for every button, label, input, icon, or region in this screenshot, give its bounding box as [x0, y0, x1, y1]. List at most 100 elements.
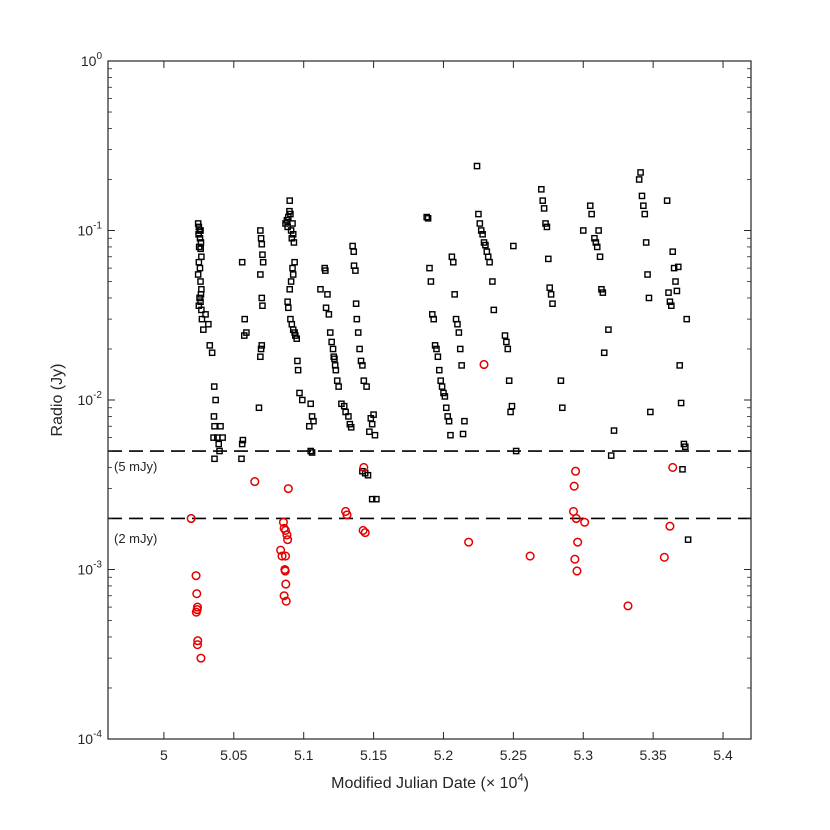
- data-point-square: [325, 311, 333, 318]
- data-point-square: [504, 345, 512, 353]
- data-point-circle: [464, 537, 474, 547]
- data-point-square: [284, 223, 291, 231]
- x-tick-label: 5.35: [640, 747, 667, 763]
- reference-lines: [108, 450, 751, 520]
- data-point-square: [600, 349, 608, 357]
- data-point-square: [669, 248, 677, 255]
- data-point-square: [549, 300, 556, 307]
- data-point-square: [289, 230, 297, 238]
- data-point-square: [545, 255, 552, 263]
- data-point-circle: [192, 589, 202, 599]
- data-point-square: [445, 417, 453, 425]
- data-point-circle: [623, 601, 633, 611]
- data-point-square: [211, 455, 218, 463]
- data-point-square: [284, 298, 291, 306]
- y-axis-title: Radio (Jy): [49, 364, 66, 437]
- data-point-square: [449, 258, 457, 266]
- data-point-square: [451, 291, 458, 298]
- data-point-square: [542, 220, 549, 227]
- data-point-square: [198, 306, 205, 314]
- data-point-square: [588, 210, 595, 218]
- data-point-square: [211, 422, 218, 430]
- data-point-square: [371, 431, 379, 439]
- data-point-square: [238, 440, 246, 448]
- data-point-square: [644, 271, 651, 278]
- data-point-square: [258, 294, 266, 302]
- data-point-circle: [277, 551, 287, 561]
- data-point-square: [196, 234, 204, 242]
- x-tick-label: 5: [160, 747, 168, 763]
- x-tick-label: 5.2: [434, 747, 454, 763]
- data-point-circle: [193, 636, 203, 646]
- data-point-square: [200, 326, 207, 333]
- data-point-circle: [360, 528, 370, 538]
- data-point-square: [357, 357, 365, 365]
- data-point-circle: [250, 477, 260, 487]
- data-point-circle: [569, 481, 579, 491]
- data-point-square: [196, 264, 204, 272]
- data-point-square: [259, 258, 267, 266]
- data-point-square: [424, 215, 432, 222]
- data-point-square: [352, 300, 360, 307]
- data-point-square: [684, 536, 692, 543]
- data-point-square: [679, 466, 686, 473]
- data-point-circle: [276, 545, 286, 555]
- data-point-square: [287, 210, 294, 218]
- data-point-square: [345, 413, 352, 420]
- data-point-square: [557, 377, 565, 384]
- data-point-square: [675, 263, 682, 271]
- data-point-circle: [281, 579, 291, 589]
- data-point-square: [610, 427, 618, 434]
- data-point-square: [290, 239, 298, 246]
- x-tick-label: 5.3: [574, 747, 594, 763]
- data-point-square: [427, 278, 435, 285]
- data-point-square: [596, 253, 604, 261]
- data-point-square: [642, 239, 650, 246]
- data-point-circle: [359, 462, 369, 473]
- data-point-square: [489, 278, 496, 285]
- data-point-square: [539, 197, 547, 204]
- x-axis-title-close: ): [524, 775, 529, 792]
- data-point-square: [482, 241, 489, 249]
- data-point-square: [289, 264, 296, 272]
- data-point-square: [206, 342, 214, 349]
- data-point-square: [673, 287, 681, 295]
- data-point-square: [293, 335, 301, 342]
- x-tick-label: 5.05: [220, 747, 247, 763]
- data-point-square: [458, 362, 465, 369]
- data-point-square: [239, 436, 247, 444]
- data-point-square: [430, 315, 437, 323]
- data-point-square: [257, 227, 264, 234]
- data-point-square: [194, 271, 202, 278]
- data-point-square: [473, 162, 481, 170]
- plot-area: [108, 61, 751, 739]
- data-point-circle: [668, 462, 678, 473]
- data-point-square: [579, 227, 587, 234]
- data-points: [186, 162, 692, 663]
- data-point-square: [195, 243, 203, 251]
- data-point-square: [296, 389, 303, 397]
- data-point-square: [317, 285, 324, 293]
- data-point-square: [490, 306, 498, 314]
- x-tick-label: 5.15: [360, 747, 387, 763]
- data-point-square: [543, 223, 551, 231]
- data-point-square: [329, 345, 337, 353]
- data-point-square: [677, 399, 685, 407]
- data-point-square: [205, 320, 212, 328]
- data-point-square: [259, 251, 266, 258]
- data-point-circle: [571, 466, 581, 476]
- data-point-square: [354, 329, 362, 336]
- data-point-circle: [283, 535, 293, 545]
- data-point-square: [366, 428, 373, 436]
- data-point-square: [547, 291, 555, 298]
- data-point-square: [637, 169, 644, 176]
- data-point-square: [431, 342, 439, 349]
- data-point-square: [647, 408, 654, 416]
- data-point-circle: [278, 517, 288, 527]
- data-point-square: [676, 362, 684, 369]
- data-point-square: [286, 197, 294, 204]
- data-point-square: [208, 349, 216, 357]
- data-point-circle: [571, 513, 581, 524]
- data-point-square: [210, 434, 217, 441]
